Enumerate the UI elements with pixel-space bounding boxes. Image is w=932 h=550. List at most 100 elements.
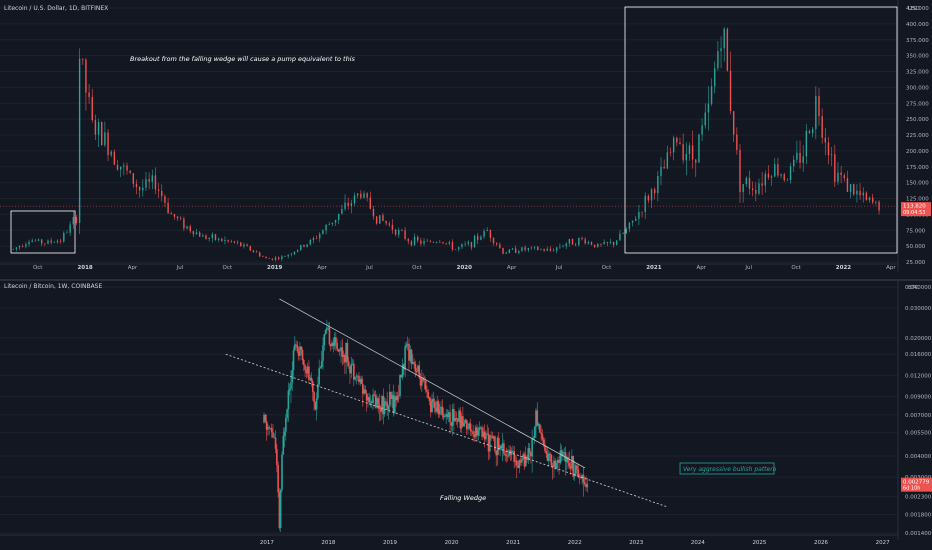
y-tick-label: 0.030000 [905,306,932,312]
candle-body [85,59,87,93]
candle-body [625,228,627,234]
candle-body [439,241,441,243]
candle-body [853,184,855,195]
candle-body [672,137,675,153]
candle-body [418,365,421,378]
candle-body [421,377,423,386]
x-tick-label: 2021 [506,540,520,546]
candle-body [465,419,468,430]
candle-body [808,130,811,134]
candle-body [69,224,71,233]
candle-body [386,401,388,410]
candle-body [373,394,376,396]
candle-body [296,345,299,352]
candle-body [502,247,504,254]
y-tick-label: 0.005500 [905,431,932,437]
x-tick-label: Jul [176,265,184,271]
candle-body [491,436,494,439]
btc-chart-canvas[interactable]: 0.040000 0.030000 0.020000 0.016000 0.012000… [0,281,932,550]
candle-body [15,247,18,249]
candle-body [568,463,571,467]
candle-body [382,215,384,221]
candle-body [650,189,653,201]
candle-body [410,241,413,246]
x-tick-label: Apr [317,265,327,271]
candle-body [151,175,153,182]
x-tick-label: 2023 [629,540,643,546]
candle-body [227,239,229,242]
candle-body [496,437,499,456]
y-tick-label: 0.004000 [905,454,932,460]
candle-body [119,166,122,170]
candle-body [345,342,347,363]
candle-body [528,448,531,453]
pane-divider[interactable] [0,279,932,281]
candle-body [548,453,550,462]
candle-body [294,344,296,351]
candle-body [449,412,451,423]
candle-body [407,238,409,242]
candle-body [164,196,166,203]
candle-body [154,175,157,190]
usd-chart-canvas[interactable]: 425.000 400.000 375.000 350.000 325.000 300.0… [0,0,932,280]
candle-body [243,244,245,247]
candle-body [438,409,441,415]
candle-body [202,235,204,237]
candle-body [437,401,440,415]
candle-body [514,248,517,253]
candle-body [609,241,612,243]
x-tick-label: Oct [223,265,233,271]
candle-body [473,434,476,437]
candle-body [461,244,463,248]
candle-body [138,187,141,191]
candle-body [559,450,562,463]
candle-body [40,239,43,244]
x-tick-label: 2019 [383,540,397,546]
candle-body [554,460,557,469]
candle-body [539,424,541,433]
candle-body [56,240,59,243]
candle-body [304,365,306,370]
btc-chart-pane[interactable]: 0.040000 0.030000 0.020000 0.016000 0.012000… [0,281,932,550]
candle-body [537,246,539,251]
candle-body [368,397,371,403]
candle-body [263,414,265,423]
candle-body [576,465,578,470]
usd-chart-pane[interactable]: 425.000 400.000 375.000 350.000 325.000 300.0… [0,0,932,280]
price-axis [898,0,932,280]
candle-body [273,437,276,439]
candle-body [470,242,473,248]
candle-body [748,178,751,189]
candle-body [732,111,735,135]
x-tick-label: 2025 [752,540,766,546]
candle-body [59,240,62,242]
candle-body [246,244,248,247]
candle-body [423,380,426,382]
candle-body [428,397,431,402]
candle-body [761,183,763,186]
candle-body [458,247,460,250]
candle-body [353,363,355,380]
candle-body [551,465,554,467]
x-tick-label: 2022 [568,540,582,546]
candle-body [780,174,782,176]
candle-body [562,452,564,457]
y-tick-label: 150.000 [906,181,929,187]
candle-body [580,476,582,479]
candle-body [283,431,286,437]
countdown-badge: 09:04:53 [903,210,925,216]
candle-body [553,460,555,467]
candle-body [519,460,522,463]
candle-body [843,175,845,179]
candle-body [75,216,78,223]
candle-body [556,459,559,463]
candle-body [758,183,760,194]
candle-body [517,465,519,468]
candle-body [619,233,621,241]
candle-body [582,474,585,483]
candle-body [383,401,386,415]
candle-body [378,404,381,410]
candle-body [63,232,65,242]
candle-body [736,134,738,150]
candle-body [387,405,390,410]
